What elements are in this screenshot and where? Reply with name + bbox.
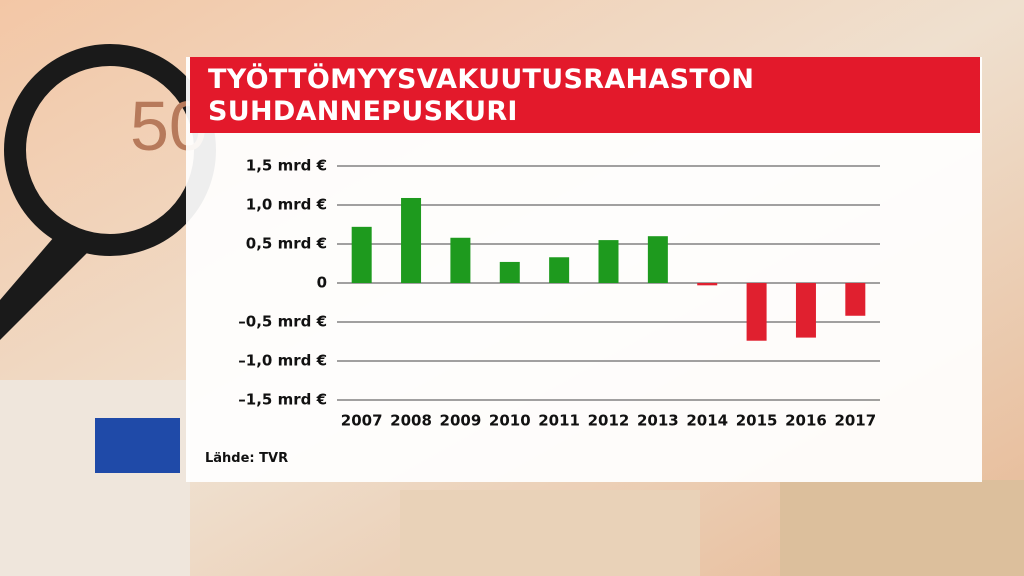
bar	[746, 283, 767, 341]
bar	[351, 226, 372, 283]
source: Lähde: TVR	[205, 451, 289, 466]
chart-title: TYÖTTÖMYYSVAKUUTUSRAHASTON SUHDANNEPUSKU…	[208, 64, 755, 127]
x-tick-label: 2011	[538, 412, 580, 430]
y-tick-label: 1,0 mrd €	[246, 196, 327, 214]
x-tick-label: 2012	[588, 412, 630, 430]
bar	[549, 257, 570, 283]
bar	[845, 283, 866, 316]
y-tick-label: 1,5 mrd €	[246, 157, 327, 175]
x-tick-label: 2016	[785, 412, 827, 430]
x-tick-label: 2008	[390, 412, 432, 430]
y-tick-label: 0,5 mrd €	[246, 235, 327, 253]
y-tick-label: 0	[317, 274, 327, 292]
x-tick-label: 2009	[440, 412, 482, 430]
title-bar: TYÖTTÖMYYSVAKUUTUSRAHASTON SUHDANNEPUSKU…	[190, 57, 980, 133]
y-tick-label: –1,5 mrd €	[238, 391, 327, 409]
bar	[647, 236, 668, 283]
y-tick-label: –0,5 mrd €	[238, 313, 327, 331]
bar	[598, 240, 619, 283]
x-tick-label: 2013	[637, 412, 679, 430]
y-tick-label: –1,0 mrd €	[238, 352, 327, 370]
x-tick-label: 2015	[736, 412, 778, 430]
bar	[795, 283, 816, 338]
bar	[499, 261, 520, 283]
bar	[450, 237, 471, 283]
bar	[401, 197, 422, 283]
x-tick-label: 2010	[489, 412, 531, 430]
x-tick-label: 2014	[686, 412, 728, 430]
bar	[697, 283, 718, 286]
x-tick-label: 2017	[834, 412, 876, 430]
x-tick-label: 2007	[341, 412, 383, 430]
